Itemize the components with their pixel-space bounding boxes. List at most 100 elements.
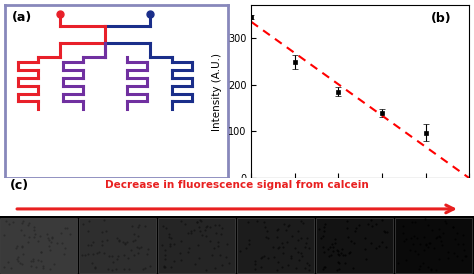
Point: [44, 236, 52, 241]
Point: [442, 221, 450, 226]
Point: [274, 260, 282, 264]
Point: [170, 242, 178, 247]
Point: [186, 246, 193, 250]
Point: [419, 261, 427, 266]
Point: [242, 246, 250, 250]
Point: [432, 268, 439, 272]
Point: [46, 244, 53, 249]
Point: [409, 242, 416, 246]
Point: [48, 236, 55, 240]
Point: [112, 267, 120, 271]
Point: [335, 267, 343, 272]
Point: [197, 219, 204, 223]
Point: [334, 259, 342, 264]
Point: [438, 239, 445, 243]
Point: [410, 234, 418, 238]
Point: [120, 267, 128, 271]
Point: [285, 223, 292, 227]
Point: [373, 222, 380, 226]
Point: [177, 239, 185, 243]
Point: [46, 238, 53, 242]
Point: [380, 229, 388, 233]
Point: [441, 219, 449, 223]
Point: [244, 220, 252, 224]
Point: [18, 244, 26, 249]
Point: [413, 236, 421, 240]
Point: [161, 257, 168, 261]
Point: [91, 266, 99, 270]
Point: [130, 253, 138, 258]
Point: [24, 223, 31, 227]
Point: [30, 228, 38, 233]
Point: [29, 257, 37, 261]
Point: [245, 238, 253, 242]
Point: [165, 235, 173, 239]
Point: [114, 254, 121, 258]
Point: [135, 225, 142, 229]
Point: [37, 250, 45, 254]
Point: [299, 221, 307, 225]
Point: [18, 221, 26, 225]
Text: (c): (c): [9, 179, 28, 192]
Point: [113, 256, 121, 261]
Point: [343, 226, 350, 230]
Point: [18, 244, 26, 248]
Point: [408, 220, 416, 224]
Point: [454, 242, 462, 246]
Point: [320, 224, 328, 229]
Point: [196, 218, 204, 222]
Point: [275, 245, 283, 249]
Point: [31, 231, 39, 236]
Point: [378, 218, 385, 222]
Point: [139, 267, 146, 271]
Point: [184, 231, 191, 236]
Point: [168, 265, 175, 269]
Point: [414, 252, 422, 256]
Point: [302, 241, 310, 245]
Point: [113, 236, 121, 240]
Point: [66, 231, 74, 236]
Bar: [79, 218, 155, 273]
Point: [236, 249, 243, 253]
Point: [301, 266, 309, 270]
Point: [32, 265, 40, 270]
Point: [102, 229, 109, 233]
Point: [141, 266, 148, 270]
Point: [294, 229, 302, 234]
Point: [321, 265, 328, 270]
Point: [339, 253, 347, 257]
Point: [453, 254, 461, 258]
Point: [458, 257, 465, 262]
Point: [98, 239, 106, 243]
Point: [162, 226, 170, 230]
Point: [167, 236, 174, 240]
Point: [79, 222, 87, 227]
Point: [177, 219, 184, 224]
Point: [84, 242, 91, 247]
Point: [264, 236, 272, 240]
Point: [298, 236, 305, 241]
Point: [436, 227, 443, 231]
Point: [19, 251, 27, 256]
Point: [292, 246, 299, 250]
Point: [334, 252, 342, 256]
Point: [135, 223, 143, 227]
Point: [417, 242, 424, 246]
Point: [30, 225, 38, 229]
Point: [365, 222, 372, 226]
Point: [368, 224, 376, 229]
Point: [433, 236, 440, 240]
Point: [61, 225, 69, 230]
Point: [89, 252, 97, 256]
Point: [305, 263, 313, 267]
Point: [295, 258, 303, 262]
Point: [81, 252, 89, 257]
Point: [287, 254, 295, 258]
Point: [303, 260, 310, 265]
Point: [119, 240, 127, 244]
Point: [5, 222, 13, 226]
Point: [27, 259, 35, 263]
Point: [421, 217, 429, 222]
Point: [134, 251, 142, 255]
Point: [14, 255, 22, 260]
